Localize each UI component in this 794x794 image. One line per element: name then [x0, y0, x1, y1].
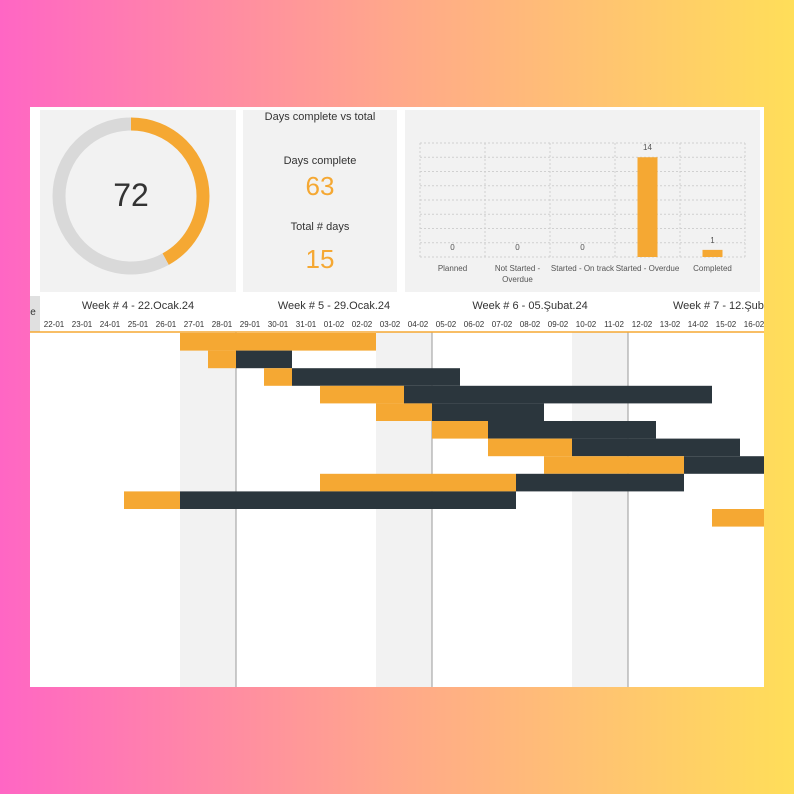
day-label: 01-02	[323, 320, 345, 329]
task-done	[320, 473, 516, 492]
day-label: 12-02	[631, 320, 653, 329]
left-label: e	[30, 307, 36, 318]
donut-value: 72	[113, 177, 149, 213]
day-label: 09-02	[547, 320, 569, 329]
kpi-label: Total # days	[290, 221, 350, 233]
task-done	[432, 421, 488, 439]
week-label: Week # 5 - 29.Ocak.24	[277, 300, 391, 312]
gantt	[30, 331, 764, 687]
day-label: 27-01	[183, 320, 205, 329]
left-block	[30, 296, 40, 332]
task-remaining	[432, 403, 544, 421]
day-label: 03-02	[379, 320, 401, 329]
donut-segment	[52, 117, 210, 275]
day-label: 16-02	[743, 320, 765, 329]
kpi-panel	[243, 110, 397, 292]
week-label: Week # 4 - 22.Ocak.24	[81, 300, 195, 312]
weekend-shade	[572, 332, 628, 687]
day-label: 23-01	[71, 320, 93, 329]
task-done	[544, 456, 684, 474]
bar	[637, 157, 658, 257]
x-tick-label: Started - Overdue	[615, 264, 680, 273]
week-label: Week # 7 - 12.Şuba	[673, 300, 764, 312]
day-label: 14-02	[687, 320, 709, 329]
day-label: 29-01	[239, 320, 261, 329]
weekend-shade	[180, 332, 236, 687]
task-done	[208, 350, 236, 369]
value-label: 1	[710, 235, 715, 245]
task-done	[180, 333, 376, 351]
x-tick-label: Started - On track	[550, 264, 615, 273]
task-remaining	[516, 473, 684, 492]
day-label: 05-02	[435, 320, 457, 329]
day-label: 07-02	[491, 320, 513, 329]
day-label: 25-01	[127, 320, 149, 329]
task-remaining	[488, 421, 656, 439]
day-label: 06-02	[463, 320, 485, 329]
day-label: 26-01	[155, 320, 177, 329]
day-label: 28-01	[211, 320, 233, 329]
kpi-title: Days complete vs total	[264, 111, 376, 123]
kpi-value: 15	[305, 244, 335, 274]
day-label: 31-01	[295, 320, 317, 329]
day-label: 30-01	[267, 320, 289, 329]
task-done	[320, 385, 404, 404]
kpi-value: 63	[305, 171, 335, 201]
task-remaining	[684, 456, 764, 474]
day-label: 02-02	[351, 320, 373, 329]
day-label: 04-02	[407, 320, 429, 329]
value-label: 14	[643, 143, 652, 153]
value-label: 0	[450, 243, 455, 252]
task-remaining	[572, 438, 740, 457]
week-label: Week # 6 - 05.Şubat.24	[472, 300, 588, 312]
task-remaining	[180, 491, 516, 509]
day-label: 08-02	[519, 320, 541, 329]
day-label: 13-02	[659, 320, 681, 329]
day-label: 22-01	[43, 320, 65, 329]
bar-panel	[405, 110, 760, 292]
task-done	[712, 509, 764, 527]
kpi-label: Days complete	[283, 155, 357, 167]
day-label: 11-02	[604, 320, 624, 329]
x-tick-label: Planned	[437, 264, 468, 273]
day-label: 15-02	[715, 320, 737, 329]
bar	[702, 249, 723, 257]
task-done	[488, 438, 572, 457]
task-done	[376, 403, 432, 421]
task-done	[124, 491, 180, 509]
task-done	[264, 368, 292, 386]
value-label: 0	[515, 243, 520, 252]
x-tick-label: Completed	[693, 264, 732, 273]
task-remaining	[236, 350, 292, 369]
day-label: 24-01	[99, 320, 121, 329]
x-tick-label: Not Started - Overdue	[494, 264, 541, 284]
value-label: 0	[580, 243, 585, 252]
task-remaining	[404, 385, 712, 404]
task-remaining	[292, 368, 460, 386]
day-label: 10-02	[575, 320, 597, 329]
